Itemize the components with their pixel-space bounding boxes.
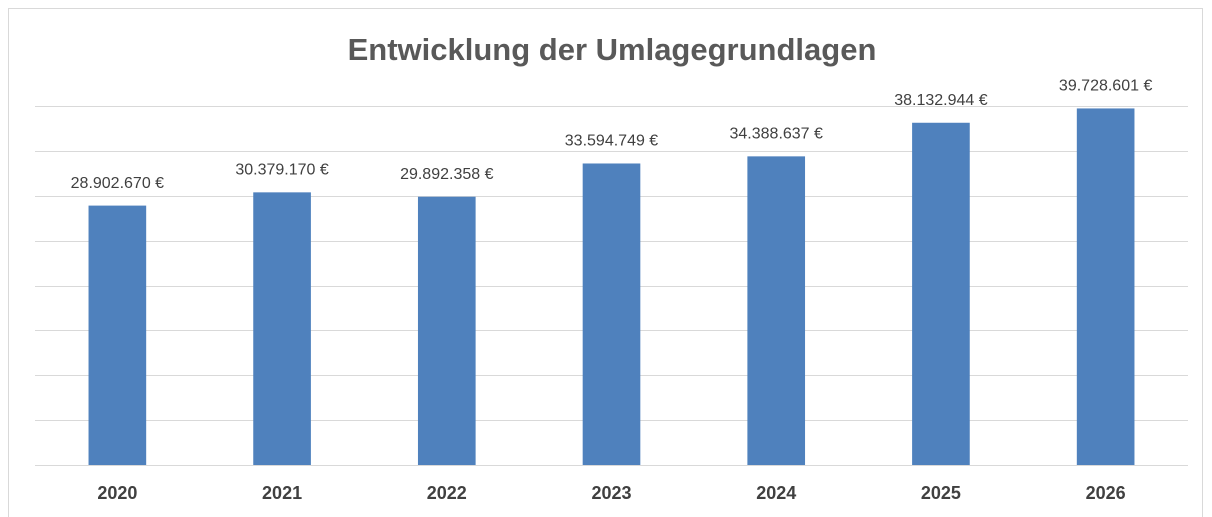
data-label: 30.379.170 € [235,162,329,179]
data-label: 39.728.601 € [1059,78,1153,95]
data-label: 29.892.358 € [400,166,494,183]
data-label: 38.132.944 € [894,92,988,109]
x-tick-label: 2026 [1086,483,1126,503]
x-tick-label: 2023 [591,483,631,503]
data-label: 33.594.749 € [565,133,659,150]
bar [912,122,970,465]
x-tick-label: 2022 [427,483,467,503]
x-tick-label: 2021 [262,483,302,503]
x-tick-label: 2020 [97,483,137,503]
bar [747,156,806,465]
x-tick-label: 2024 [756,483,796,503]
bar [253,192,311,465]
data-label: 28.902.670 € [71,175,165,192]
x-tick-label: 2025 [921,483,961,503]
data-label: 34.388.637 € [730,126,824,143]
bar [88,205,147,465]
bar [1076,108,1135,466]
bar [417,196,476,466]
bar [582,163,641,465]
chart-title: Entwicklung der Umlagegrundlagen [348,32,877,67]
